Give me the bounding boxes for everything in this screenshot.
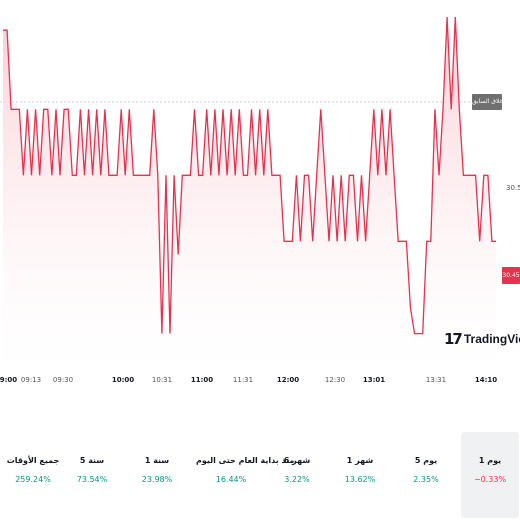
price-chart[interactable] [0, 0, 520, 372]
x-tick-label: 13:01 [362, 376, 386, 384]
y-tick-label: 30.55 [507, 97, 520, 105]
price-area-fill [3, 17, 496, 372]
period-button[interactable]: 1 شهر 13.62% [331, 432, 389, 518]
period-label: 5 سنة [79, 456, 105, 465]
x-tick-label: 13:31 [425, 376, 447, 384]
period-button[interactable]: جميع الأوقات 259.24% [4, 432, 62, 518]
period-label: 1 شهر [346, 456, 374, 465]
period-label: جميع الأوقات [6, 456, 60, 465]
period-label: منذ بداية العام حتى اليوم [196, 456, 295, 465]
y-tick-label: 30.50 [506, 184, 520, 192]
period-button[interactable]: 1 سنة 23.98% [128, 432, 186, 518]
period-change-value: 13.62% [344, 475, 376, 484]
period-change-value: 3.22% [284, 475, 310, 484]
x-tick-label: 10:00 [111, 376, 135, 384]
x-tick-label: 11:31 [232, 376, 254, 384]
period-change-value: 23.98% [141, 475, 173, 484]
x-tick-label: 11:00 [190, 376, 214, 384]
x-tick-label: 10:31 [151, 376, 173, 384]
period-button[interactable]: 1 يوم −0.33% [461, 432, 519, 518]
period-selector: 1 يوم −0.33% 5 يوم 2.35% 1 شهر 13.62% 6 شهر 3.2… [0, 432, 520, 520]
period-label: 1 يوم [478, 456, 502, 465]
x-tick-label: 09:00 [0, 376, 18, 384]
period-change-value: 73.54% [76, 475, 108, 484]
x-tick-label: 12:30 [324, 376, 346, 384]
x-tick-label: 09:13 [20, 376, 42, 384]
period-button[interactable]: 6 شهر 3.22% [268, 432, 326, 518]
period-button[interactable]: 5 سنة 73.54% [63, 432, 121, 518]
period-button[interactable]: منذ بداية العام حتى اليوم 16.44% [196, 432, 295, 518]
x-tick-label: 09:30 [52, 376, 74, 384]
period-change-value: 259.24% [15, 475, 51, 484]
tradingview-logo[interactable]: 17 TradingView [444, 330, 520, 348]
tradingview-logo-text: TradingView [463, 332, 520, 346]
tradingview-logo-icon: 17 [444, 330, 463, 348]
price-line [3, 16, 496, 335]
period-change-value: 16.44% [215, 475, 247, 484]
x-tick-label: 14:10 [474, 376, 498, 384]
current-price-badge: 30.45 [502, 267, 520, 284]
period-label: 6 شهر [283, 456, 311, 465]
x-tick-label: 12:00 [276, 376, 300, 384]
period-change-value: −0.33% [473, 475, 507, 484]
period-label: 5 يوم [414, 456, 438, 465]
previous-close-label: الإغلاق السابق [472, 94, 502, 110]
period-change-value: 2.35% [413, 475, 439, 484]
period-label: 1 سنة [144, 456, 170, 465]
period-button[interactable]: 5 يوم 2.35% [397, 432, 455, 518]
